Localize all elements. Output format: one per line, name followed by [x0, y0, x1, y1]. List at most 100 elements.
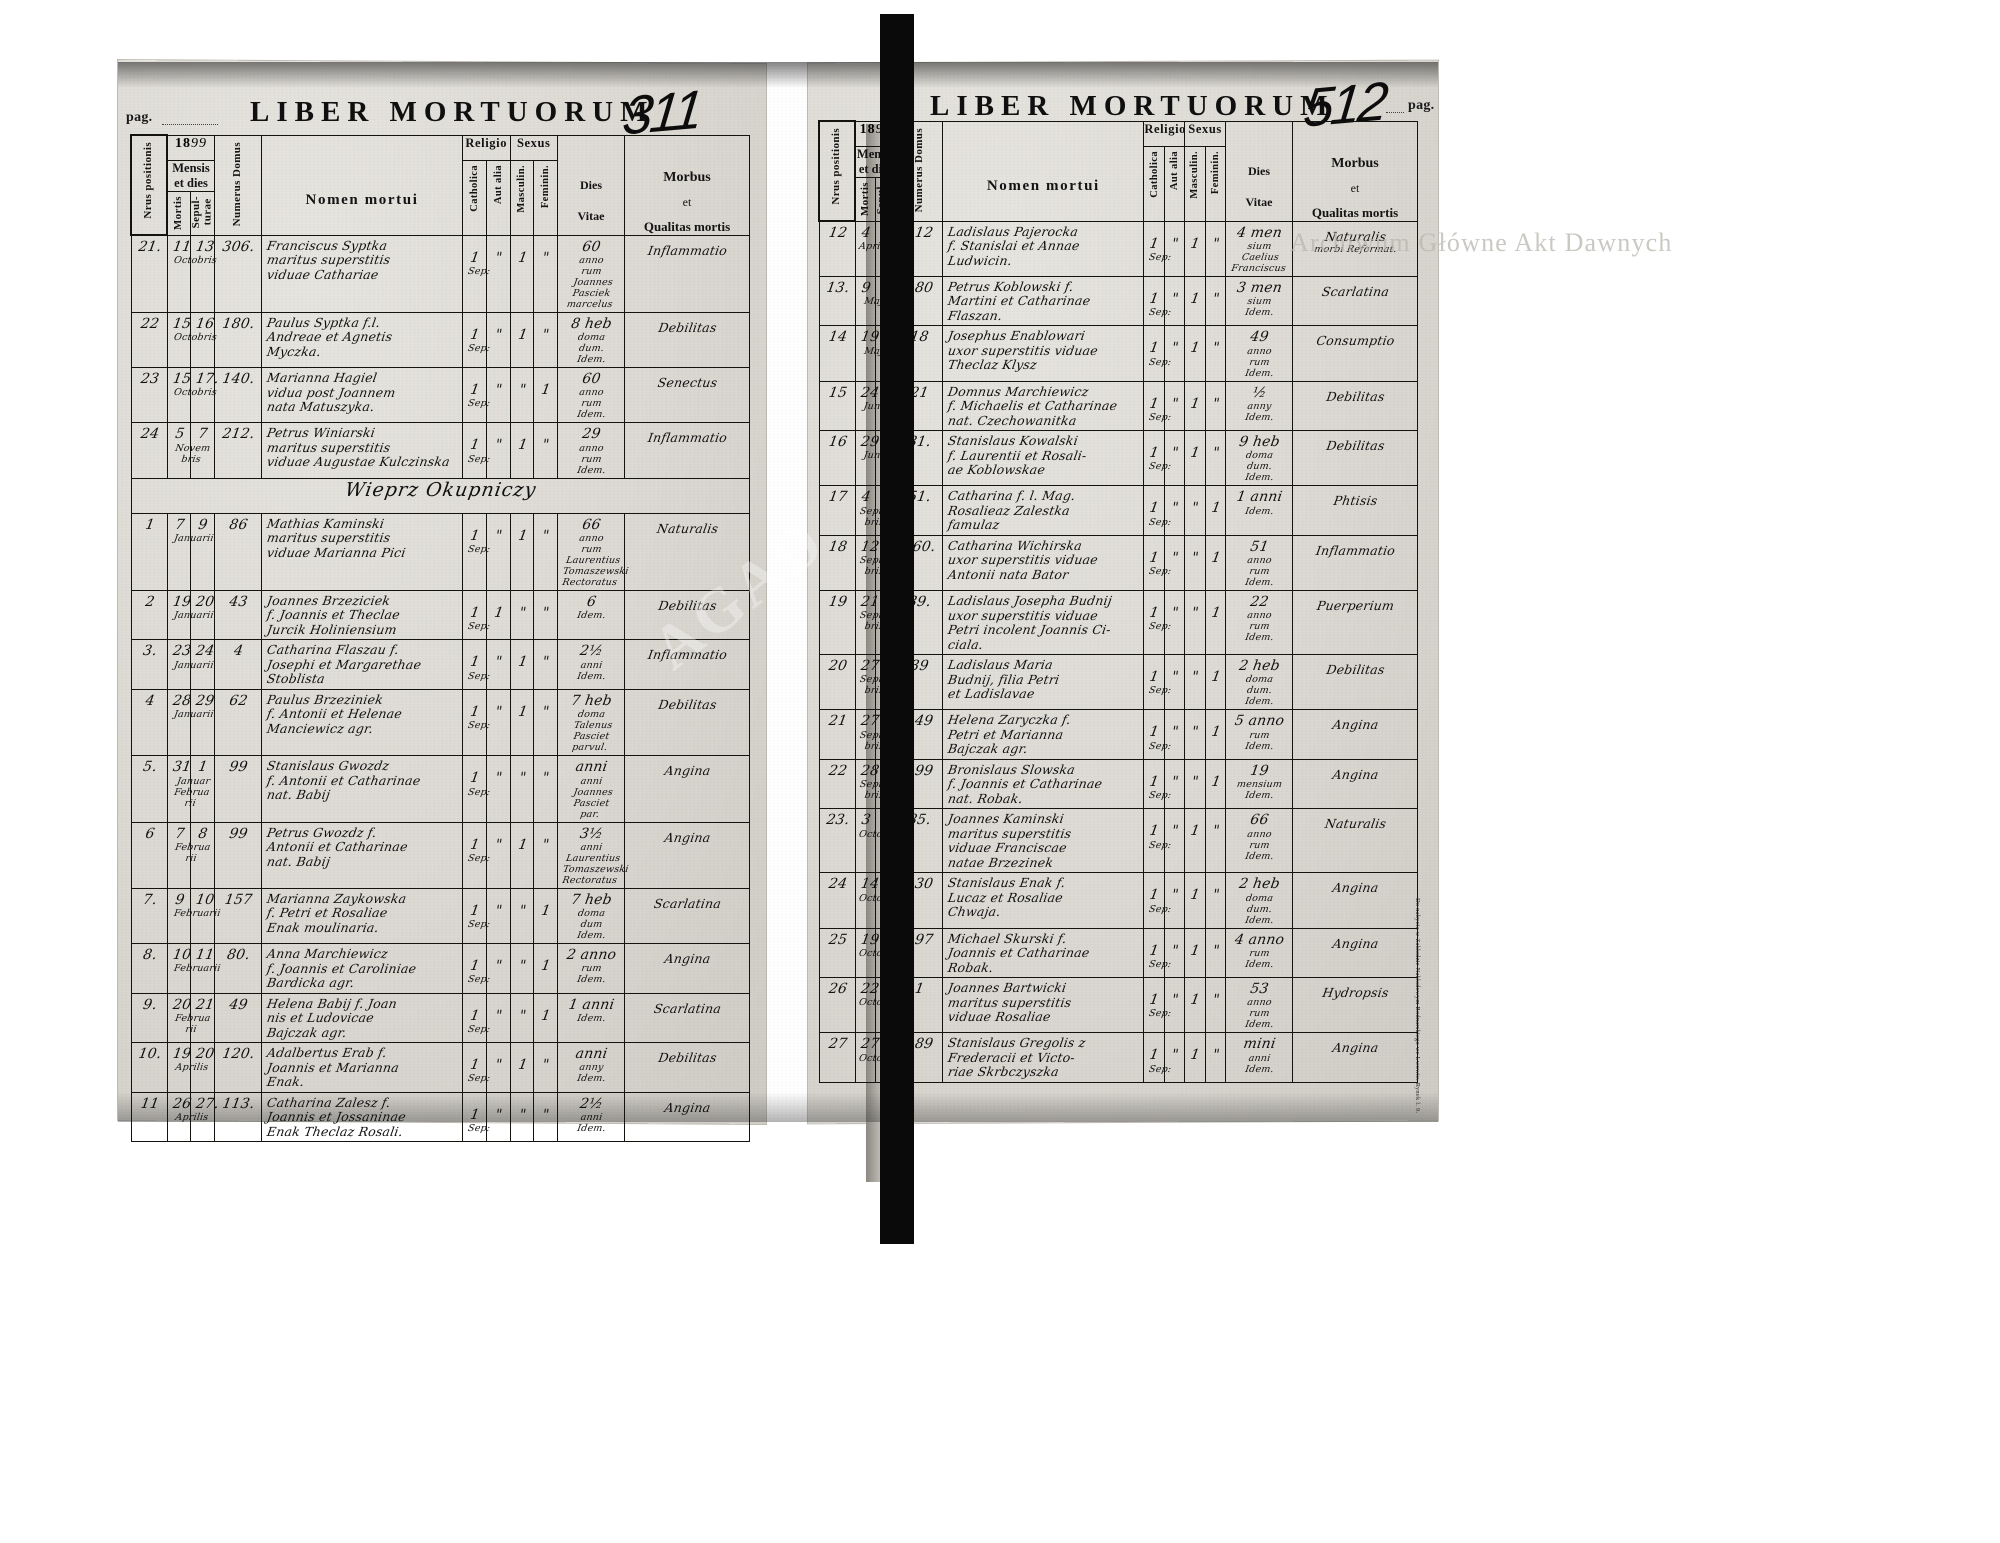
- cell-nomen-mortui: Stanislaus Gwozdz f. Antonii et Catharina…: [261, 755, 463, 823]
- cell-nomen-mortui: Catharina Flaszau f. Josephi et Margareth…: [261, 639, 463, 690]
- cell-nrus: 26: [818, 977, 856, 1034]
- cell-dies-vitae: 29 anno rum Idem.: [557, 422, 625, 479]
- cell-feminin: 1: [1204, 485, 1227, 536]
- cell-morbus: Debilitas: [624, 688, 750, 757]
- cell-masculin: 1: [509, 821, 535, 889]
- cell-aut-alia: ": [485, 755, 511, 823]
- cell-nrus: 15: [818, 380, 856, 432]
- cell-catholica: 1 Sep:: [462, 755, 491, 823]
- cell-nrus: 7.: [130, 887, 168, 945]
- cell-mortis: 3: [854, 808, 876, 874]
- table-row: 18 12. 13 Septem bris 160. Catharina Wic…: [818, 534, 1418, 592]
- cell-aut-alia: ": [1163, 275, 1186, 327]
- cell-morbus: Angina: [1292, 709, 1418, 760]
- cell-aut-alia: ": [1163, 872, 1186, 929]
- cell-nrus: 5.: [130, 755, 168, 823]
- cell-nomen-mortui: Adalbertus Erab f. Joannis et Marianna Ena…: [261, 1042, 463, 1093]
- table-row: 4 28 29 Januarii 62 Paulus Brzeziniek f. …: [130, 688, 750, 757]
- cell-mortis: 19: [166, 589, 192, 641]
- cell-masculin: 1: [509, 422, 535, 479]
- cell-morbus: Angina: [1292, 1032, 1418, 1083]
- cell-dies-vitae: 19 mensium Idem.: [1225, 758, 1293, 810]
- cell-catholica: 1 Sep:: [1143, 927, 1172, 979]
- col-mortis: Mortis: [166, 191, 192, 236]
- col-sepulturae: Sepul-turae: [190, 191, 215, 236]
- cell-nomen-mortui: Petrus Koblowski f. Martini et Catharinae…: [942, 275, 1145, 327]
- cell-dies-vitae: 53 anno rum Idem.: [1225, 977, 1293, 1034]
- cell-feminin: ": [533, 1042, 558, 1093]
- cell-dies-vitae: ½ anny Idem.: [1225, 380, 1293, 432]
- cell-masculin: 1: [509, 639, 535, 690]
- cell-nrus: 22: [818, 758, 856, 810]
- table-row: 25 19 21 Octobris 197 Michael Skurski f.…: [818, 927, 1418, 979]
- cell-catholica: 1 Sep:: [1143, 485, 1172, 536]
- cell-morbus: Debilitas: [624, 589, 750, 641]
- table-row: 20 27. 28 Septem bris 39 Ladislaus Maria…: [818, 654, 1418, 711]
- cell-morbus: Consumptio: [1292, 325, 1418, 382]
- cell-aut-alia: ": [1163, 758, 1186, 810]
- table-row: 11 26 27. Aprilis 113. Catharina Zalesz …: [130, 1091, 750, 1143]
- cell-mortis: 23: [166, 639, 192, 690]
- cell-masculin: ": [1184, 485, 1206, 536]
- cell-nrus: 3.: [130, 639, 168, 690]
- cell-dies-vitae: 2½ anni Idem.: [557, 1091, 625, 1143]
- cell-catholica: 1 Sep:: [1143, 590, 1172, 656]
- cell-aut-alia: ": [485, 367, 511, 424]
- cell-sepulturae: 17. Octobris: [173, 367, 220, 424]
- cell-dies-vitae: 9 heb doma dum. Idem.: [1225, 430, 1293, 487]
- cell-nrus: 4: [130, 688, 168, 757]
- cell-feminin: ": [1204, 808, 1227, 874]
- cell-nrus: 14: [818, 325, 856, 382]
- cell-nomen-mortui: Stanislaus Enak f. Lucaz et Rosaliae Chwaj…: [942, 872, 1145, 929]
- register-table-left: Nrus positionis 1899 Numerus Domus Nomen…: [130, 134, 750, 1143]
- cell-dies-vitae: 3 men sium Idem.: [1225, 275, 1293, 327]
- cell-sepulturae: 9 Januarii: [173, 512, 215, 591]
- table-row: 13. 9 10 Maji 180 Petrus Koblowski f.Mar…: [818, 275, 1418, 327]
- cell-nrus: 18: [818, 534, 856, 592]
- top-shadow: [118, 62, 1438, 88]
- cell-nrus: 24: [130, 422, 168, 479]
- cell-aut-alia: ": [1163, 977, 1186, 1034]
- cell-morbus: Naturalis morbi Reformat.: [1292, 220, 1418, 277]
- cell-nrus: 8.: [130, 943, 168, 994]
- cell-aut-alia: ": [1163, 220, 1186, 277]
- cell-aut-alia: ": [485, 1042, 511, 1093]
- cell-catholica: 1 Sep:: [1143, 534, 1172, 592]
- cell-masculin: 1: [1184, 872, 1206, 929]
- cell-nomen-mortui: Catharina f. l. Mag. Rosalieaz Zalestka fa…: [942, 485, 1145, 536]
- cell-masculin: ": [509, 887, 535, 945]
- cell-nomen-mortui: Joannes Kaminski maritus superstitis vidua…: [942, 808, 1145, 874]
- cell-aut-alia: ": [1163, 654, 1186, 711]
- col-nrus-positionis: Nrus positionis: [130, 134, 168, 236]
- cell-catholica: 1 Sep:: [462, 1042, 491, 1093]
- table-row: 9. 20 21 Februa rii 49 Helena Babij f. J…: [130, 992, 750, 1044]
- cell-nomen-mortui: Ladislaus Pajerocka f. Stanislai et Annae…: [942, 220, 1145, 277]
- cell-dies-vitae: 1 anni Idem.: [1225, 485, 1293, 536]
- header-row-2: Mensis et dies Catholica Aut alia Mascul…: [131, 159, 750, 236]
- cell-dies-vitae: 2 anno rum Idem.: [557, 943, 625, 994]
- cell-nrus: 23: [130, 367, 168, 424]
- cell-nrus: 16: [818, 430, 856, 487]
- cell-catholica: 1 Sep:: [1143, 808, 1172, 874]
- open-book: pag. LIBER MORTUORUM 311 Nrus positionis…: [118, 14, 1438, 1244]
- cell-masculin: 1: [509, 688, 535, 757]
- cell-aut-alia: ": [485, 639, 511, 690]
- cell-aut-alia: ": [485, 311, 511, 369]
- cell-morbus: Angina: [1292, 872, 1418, 929]
- cell-feminin: ": [1204, 275, 1227, 327]
- cell-nrus: 21: [818, 709, 856, 760]
- table-row: 7. 9 10 Februarii 157 Marianna Zaykowska…: [130, 887, 750, 945]
- cell-nomen-mortui: Helena Zaryczka f. Petri et Marianna Bajcz…: [942, 709, 1145, 760]
- cell-masculin: 1: [509, 234, 535, 313]
- cell-feminin: ": [1204, 872, 1227, 929]
- cell-morbus: Angina: [1292, 758, 1418, 810]
- cell-nrus: 20: [818, 654, 856, 711]
- cell-nomen-mortui: Joannes Bartwicki maritus superstitis vidu…: [942, 977, 1145, 1034]
- cell-dies-vitae: 5 anno rum Idem.: [1225, 709, 1293, 760]
- cell-nrus: 24: [818, 872, 856, 929]
- cell-nomen-mortui: Catharina Zalesz f. Joannis et Jossaninae…: [261, 1091, 463, 1143]
- cell-morbus: Angina: [1292, 927, 1418, 979]
- cell-masculin: 1: [1184, 977, 1206, 1034]
- cell-dies-vitae: 66 anno rum Idem.: [1225, 808, 1293, 874]
